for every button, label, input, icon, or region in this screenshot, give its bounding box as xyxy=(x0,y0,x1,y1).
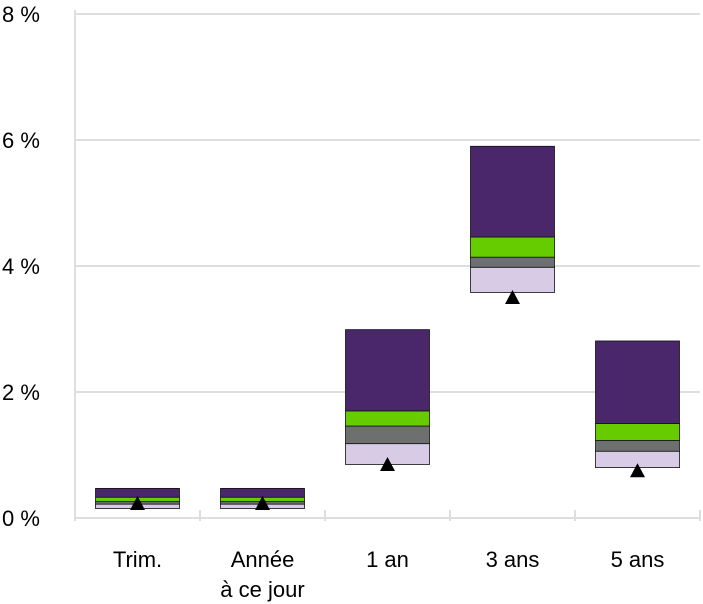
bars xyxy=(95,145,680,509)
bar-segment xyxy=(595,423,680,441)
y-tick-label: 0 % xyxy=(2,506,40,531)
markers xyxy=(130,290,645,511)
bar-segment xyxy=(595,340,680,424)
bar-segment xyxy=(470,266,555,293)
x-tick-label: Année à ce jour xyxy=(220,547,304,602)
y-tick-label: 2 % xyxy=(2,380,40,405)
x-tick-label: 5 ans xyxy=(611,547,665,572)
triangle-marker xyxy=(255,496,270,511)
triangle-marker xyxy=(630,463,645,478)
triangle-marker xyxy=(130,496,145,511)
y-axis: 0 % 2 % 4 % 6 % 8 % xyxy=(2,2,76,531)
x-tick-label: 3 ans xyxy=(486,547,540,572)
bar-segment xyxy=(345,410,430,427)
bar-segment xyxy=(345,425,430,445)
bar-segment xyxy=(95,487,180,498)
bar-segment xyxy=(470,256,555,268)
bar-segment xyxy=(220,487,305,498)
bar-segment xyxy=(470,145,555,238)
y-tick-label: 8 % xyxy=(2,2,40,27)
x-tick-label: 1 an xyxy=(366,547,409,572)
bar-segment xyxy=(345,329,430,412)
y-tick-label: 4 % xyxy=(2,254,40,279)
triangle-marker xyxy=(380,456,395,471)
bar-segment xyxy=(470,236,555,258)
triangle-marker xyxy=(505,290,520,304)
bar-segment xyxy=(595,440,680,452)
x-tick-label: Trim. xyxy=(113,547,162,572)
y-tick-label: 6 % xyxy=(2,128,40,153)
x-axis: Trim. Année à ce jour 1 an 3 ans 5 ans xyxy=(74,510,701,602)
